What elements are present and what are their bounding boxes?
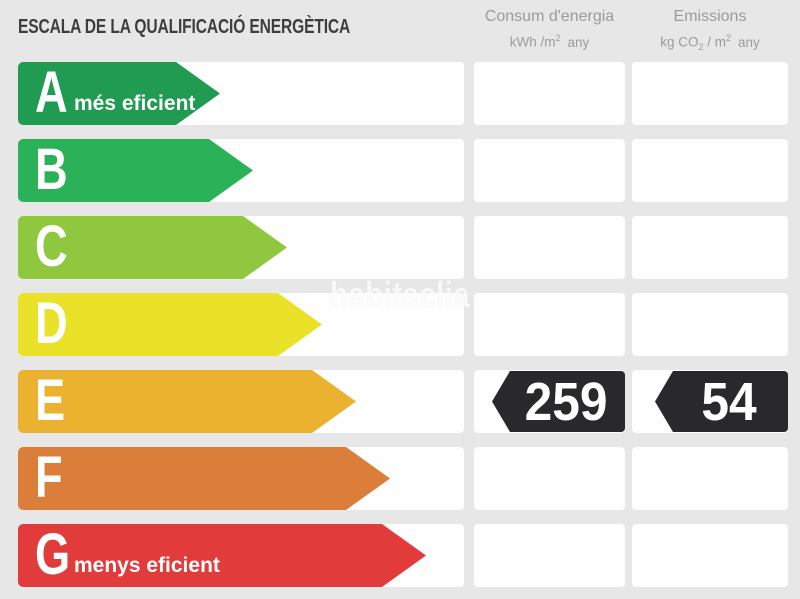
rating-row-f: F: [0, 447, 800, 510]
band-letter-c: C: [35, 213, 68, 279]
scale-cell-a: A més eficient: [18, 62, 464, 125]
energy-cell-g: [474, 524, 625, 587]
scale-cell-e: E: [18, 370, 464, 433]
energy-cell-b: [474, 139, 625, 202]
scale-cell-d: D: [18, 293, 464, 356]
rating-row-d: D: [0, 293, 800, 356]
emissions-cell-e: 54: [632, 370, 788, 433]
band-label-g: menys eficient: [74, 554, 220, 577]
emissions-cell-c: [632, 216, 788, 279]
scale-cell-g: G menys eficient: [18, 524, 464, 587]
energy-column-title: Consum d'energia: [484, 8, 615, 25]
band-letter-f: F: [35, 444, 63, 510]
band-arrow-a: A més eficient: [18, 62, 220, 125]
emissions-column-unit: kg CO2 / m2 any: [660, 33, 760, 53]
emissions-value: 54: [701, 371, 758, 432]
emissions-column-title: Emissions: [673, 8, 747, 25]
energy-column-unit: kWh /m2 any: [509, 33, 590, 50]
emissions-value-badge: 54: [655, 371, 788, 432]
rating-row-e: E 259 54: [0, 370, 800, 433]
column-header-emissions: Emissions kg CO2 / m2 any: [632, 7, 788, 56]
band-arrow-e: E: [18, 370, 356, 433]
rating-row-a: A més eficient: [0, 62, 800, 125]
energy-cell-c: [474, 216, 625, 279]
energy-cell-a: [474, 62, 625, 125]
band-arrow-g: G menys eficient: [18, 524, 426, 587]
scale-cell-c: C: [18, 216, 464, 279]
band-letter-g: G: [35, 521, 71, 587]
band-letter-b: B: [35, 136, 68, 202]
rating-row-g: G menys eficient: [0, 524, 800, 587]
rating-row-c: C: [0, 216, 800, 279]
band-arrow-b: B: [18, 139, 253, 202]
band-letter-a: A: [35, 59, 68, 125]
energy-cell-e: 259: [474, 370, 625, 433]
page-title: ESCALA DE LA QUALIFICACIÓ ENERGÈTICA: [18, 16, 351, 38]
band-label-a: més eficient: [74, 92, 196, 115]
scale-cell-f: F: [18, 447, 464, 510]
band-letter-d: D: [35, 290, 68, 356]
emissions-cell-g: [632, 524, 788, 587]
band-letter-e: E: [35, 367, 66, 433]
emissions-cell-f: [632, 447, 788, 510]
band-arrow-c: C: [18, 216, 287, 279]
energy-value: 259: [525, 371, 608, 432]
emissions-cell-d: [632, 293, 788, 356]
rating-row-b: B: [0, 139, 800, 202]
band-arrow-f: F: [18, 447, 390, 510]
emissions-cell-b: [632, 139, 788, 202]
energy-cell-d: [474, 293, 625, 356]
band-arrow-d: D: [18, 293, 322, 356]
energy-cell-f: [474, 447, 625, 510]
energy-value-badge: 259: [492, 371, 625, 432]
column-header-energy: Consum d'energia kWh /m2 any: [474, 7, 625, 52]
emissions-cell-a: [632, 62, 788, 125]
scale-cell-b: B: [18, 139, 464, 202]
